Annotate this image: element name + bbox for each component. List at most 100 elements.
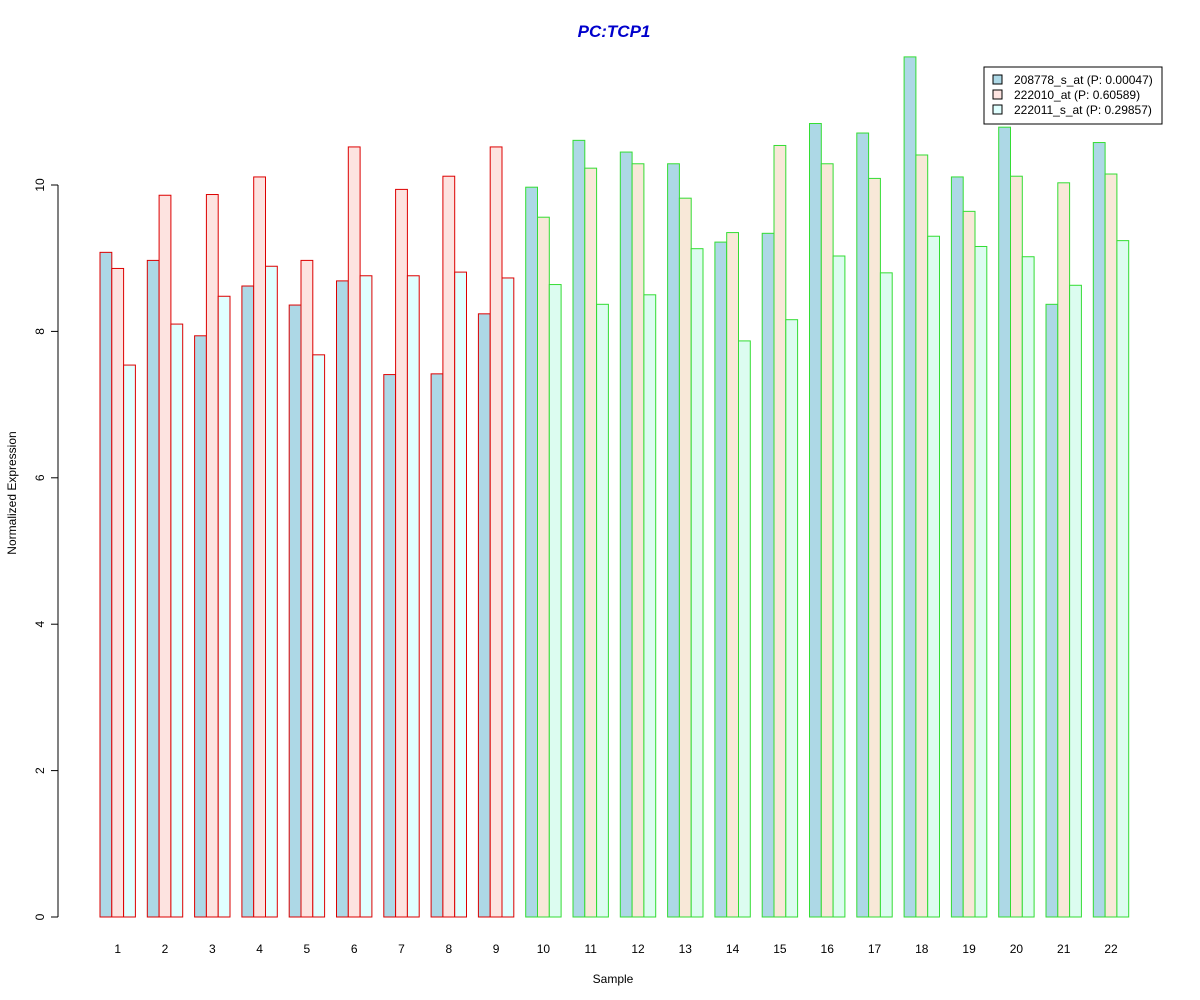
bars [99,56,1130,918]
bar [477,313,491,918]
bar [312,354,326,918]
bar [111,267,125,918]
bar [442,175,456,918]
bar [347,146,361,918]
x-tick-label: 11 [584,942,597,956]
y-tick-label: 6 [33,474,47,481]
bar [879,272,893,918]
bar [974,245,988,918]
bar [359,275,373,918]
x-tick-labels: 1 2 3 4 5 6 7 8 9 10 11 12 13 14 15 16 17 18 19 20 21 22 [114,942,1118,956]
y-axis-label: Normalized Expression [5,431,19,554]
bar [525,186,539,918]
bar [714,241,728,918]
x-tick-label: 19 [962,942,976,956]
bar [643,294,657,918]
bar [1104,173,1118,918]
bar [820,163,834,918]
bar [738,340,751,918]
bar [1010,175,1023,918]
bar [572,139,586,918]
bar [690,248,704,918]
y-tick-label: 2 [33,767,47,774]
bar [998,126,1012,918]
bar [217,295,231,918]
x-axis-label: Sample [593,972,634,986]
bar [1045,303,1059,918]
bar [962,210,976,918]
x-tick-label: 13 [679,942,693,956]
bar [501,277,515,918]
bar [773,144,787,918]
bar [856,132,870,918]
bar [489,146,503,918]
bar [868,177,881,918]
bar [1092,142,1106,918]
bar [253,176,266,918]
legend-entry: 208778_s_at (P: 0.00047) [1014,73,1153,87]
x-tick-label: 22 [1104,942,1118,956]
x-tick-label: 17 [868,942,882,956]
bar [158,194,172,918]
bar [950,176,964,918]
bar [336,280,349,918]
legend-swatch [992,104,1003,115]
y-tick-label: 0 [33,913,47,920]
y-tick-label: 10 [33,178,47,192]
legend-entry: 222010_at (P: 0.60589) [1014,88,1140,102]
bar [1116,240,1130,918]
bar [809,123,822,918]
chart-title: PC:TCP1 [578,22,651,41]
x-tick-label: 14 [726,942,740,956]
bar [903,56,917,918]
bar [927,235,941,918]
bar [1057,182,1071,918]
bar [300,259,314,918]
bar [454,271,468,918]
x-tick-label: 15 [773,942,787,956]
bar [667,163,680,918]
x-tick-label: 10 [537,942,551,956]
x-tick-label: 4 [256,942,263,956]
x-tick-label: 5 [304,942,311,956]
x-tick-label: 1 [114,942,121,956]
bar [1021,256,1035,918]
bar [430,373,444,918]
bar [395,188,408,918]
x-tick-label: 3 [209,942,216,956]
bar [619,151,633,918]
bar [832,255,846,918]
x-tick-label: 21 [1057,942,1071,956]
legend-swatch [992,74,1003,85]
bar [726,232,740,918]
bar [761,232,775,918]
bar [123,364,136,918]
bar [548,284,562,918]
bar [537,216,550,918]
bar [584,167,598,918]
legend: 208778_s_at (P: 0.00047)222010_at (P: 0.… [983,66,1163,125]
x-tick-label: 12 [631,942,645,956]
bar [99,251,113,918]
bar [596,303,609,918]
bar [785,319,799,918]
x-tick-label: 8 [445,942,452,956]
y-tick-label: 4 [33,621,47,628]
legend-entry: 222011_s_at (P: 0.29857) [1014,103,1152,117]
bar [406,275,420,918]
bar [383,374,397,918]
bar [170,323,184,918]
x-tick-label: 16 [821,942,835,956]
bar [146,259,160,918]
legend-swatch [992,89,1003,100]
x-tick-label: 2 [162,942,169,956]
bar [631,163,645,918]
axes: 0 2 4 6 8 10 [33,178,59,920]
bar [1069,284,1082,918]
legend-box [983,66,1163,125]
y-tick-label: 8 [33,328,47,335]
bar [265,265,278,918]
bar [205,194,219,918]
x-tick-label: 9 [493,942,500,956]
